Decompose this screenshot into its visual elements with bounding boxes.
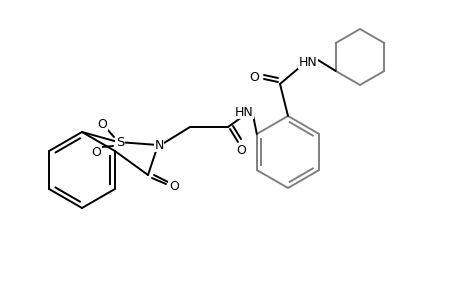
Text: O: O — [235, 143, 246, 157]
Text: O: O — [97, 118, 106, 130]
Text: S: S — [116, 136, 124, 148]
Text: O: O — [91, 146, 101, 158]
Text: O: O — [169, 181, 179, 194]
Text: O: O — [248, 70, 258, 83]
Text: N: N — [154, 139, 163, 152]
Text: HN: HN — [298, 56, 317, 68]
Text: HN: HN — [234, 106, 253, 118]
